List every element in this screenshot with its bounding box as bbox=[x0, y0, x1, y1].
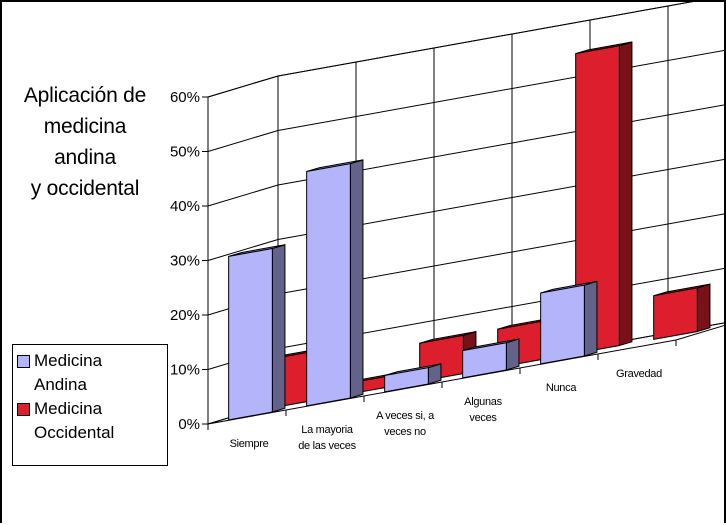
bar bbox=[653, 287, 698, 340]
legend-label: Andina bbox=[34, 375, 87, 394]
gridline-y bbox=[207, 213, 726, 316]
bar bbox=[540, 284, 585, 365]
bar-side bbox=[696, 283, 711, 333]
gridline-y bbox=[207, 49, 726, 152]
title-line: andina bbox=[54, 146, 116, 169]
legend-label: Medicina bbox=[34, 351, 103, 370]
title-line: Aplicación de bbox=[23, 84, 147, 107]
bar bbox=[575, 45, 620, 354]
legend-label: Medicina bbox=[34, 399, 103, 418]
legend-label: Occidental bbox=[34, 423, 115, 442]
legend-item-andina: Medicina Andina bbox=[17, 349, 167, 397]
x-tick-label: veces no bbox=[384, 426, 426, 438]
x-tick-label: Algunas bbox=[464, 396, 502, 408]
x-tick-label: de las veces bbox=[298, 440, 356, 452]
x-tick-label: Siempre bbox=[230, 438, 269, 450]
legend-swatch-andina bbox=[17, 355, 30, 368]
bar-side bbox=[618, 41, 633, 347]
x-tick-label: Gravedad bbox=[616, 368, 662, 380]
bar-side bbox=[271, 244, 286, 413]
y-tick-label: 40% bbox=[170, 198, 200, 215]
bar bbox=[384, 367, 429, 393]
chart-title: Aplicación de medicina andina y occident… bbox=[8, 80, 162, 204]
gridline-y bbox=[207, 158, 726, 261]
title-line: y occidental bbox=[30, 177, 140, 200]
y-tick-label: 20% bbox=[170, 307, 200, 324]
x-tick-label: Nunca bbox=[546, 382, 577, 394]
gridline-y bbox=[207, 104, 726, 207]
y-tick-label: 30% bbox=[170, 253, 200, 270]
bar-side bbox=[583, 280, 598, 357]
chart-legend: Medicina Andina Medicina Occidental bbox=[12, 344, 168, 466]
bar bbox=[228, 247, 273, 421]
x-tick-label: La mayoria bbox=[301, 424, 354, 436]
y-tick-label: 0% bbox=[178, 416, 200, 433]
y-tick-label: 10% bbox=[170, 362, 200, 379]
x-tick-label: veces bbox=[469, 412, 497, 424]
bar bbox=[462, 342, 507, 379]
bar bbox=[306, 163, 351, 407]
x-tick-label: A veces si, a bbox=[376, 410, 435, 422]
y-tick-label: 60% bbox=[170, 89, 200, 106]
title-line: medicina bbox=[43, 115, 127, 138]
bar-side bbox=[505, 338, 520, 371]
legend-item-occidental: Medicina Occidental bbox=[17, 397, 167, 445]
y-tick-label: 50% bbox=[170, 144, 200, 161]
legend-swatch-occidental bbox=[17, 403, 30, 416]
bar-side bbox=[349, 159, 364, 399]
gridline-y bbox=[207, 2, 694, 98]
